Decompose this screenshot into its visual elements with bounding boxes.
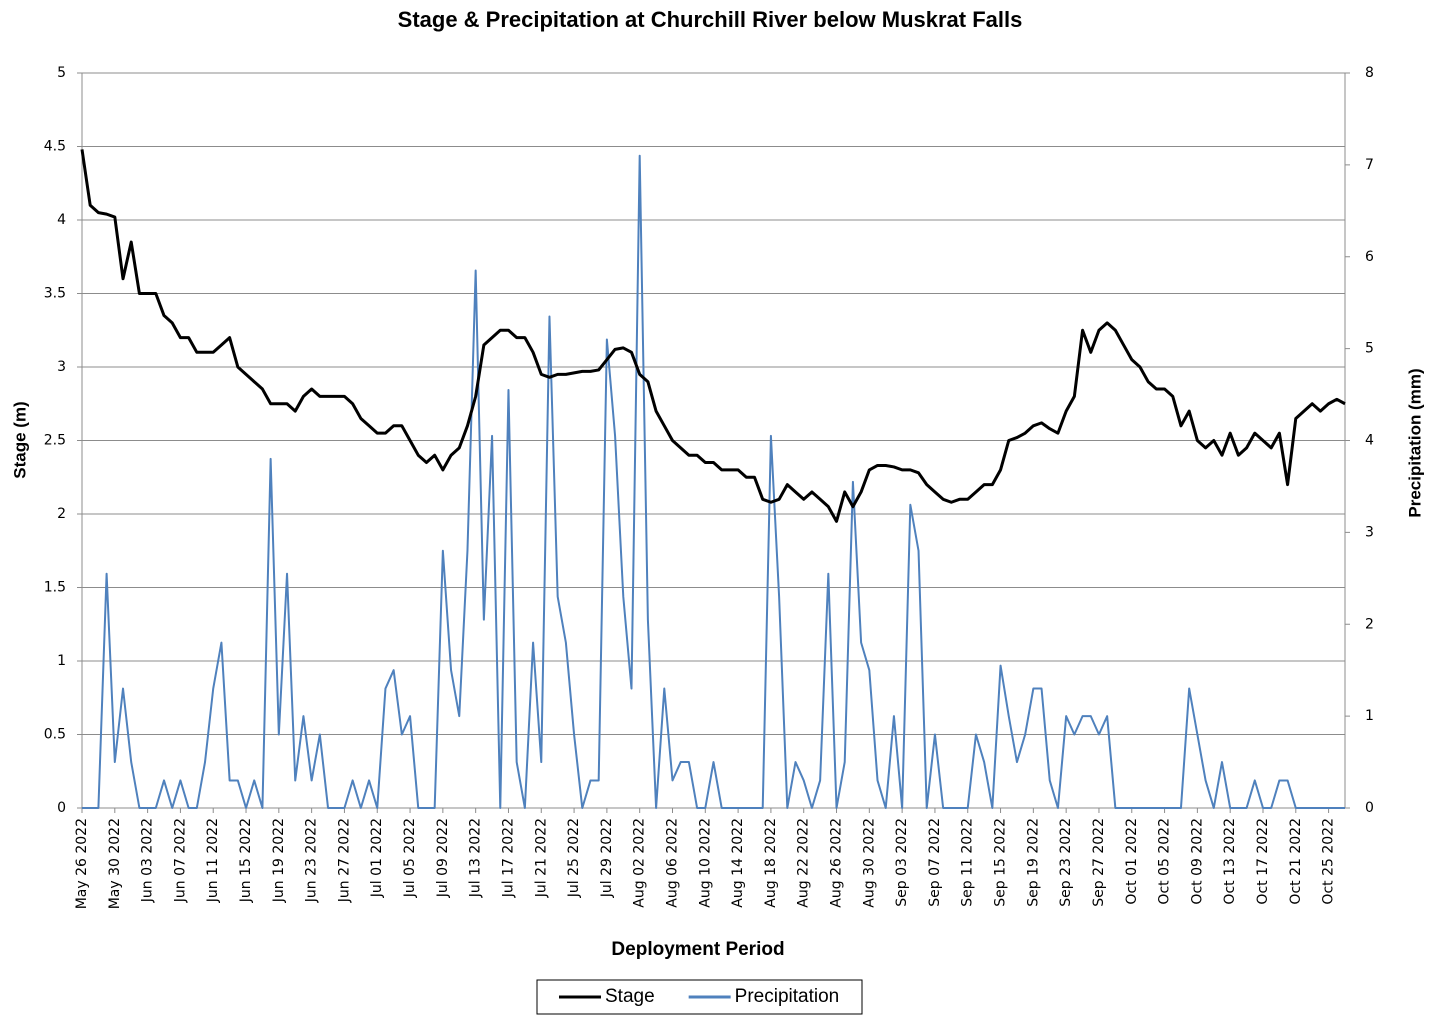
x-tick-label: Sep 11 2022 — [960, 818, 976, 907]
y2-tick-label: 2 — [1365, 616, 1374, 632]
x-tick-label: May 30 2022 — [107, 818, 123, 909]
y2-axis-title: Precipitation (mm) — [1405, 368, 1424, 517]
x-tick-label: Oct 01 2022 — [1124, 818, 1140, 905]
y2-tick-label: 5 — [1365, 341, 1374, 357]
x-tick-label: Jul 29 2022 — [599, 818, 615, 898]
y2-tick-label: 8 — [1365, 65, 1374, 81]
x-tick-label: Jun 03 2022 — [140, 818, 156, 903]
x-tick-label: Jun 19 2022 — [271, 818, 287, 903]
y-tick-label: 1.5 — [44, 580, 66, 596]
chart-title: Stage & Precipitation at Churchill River… — [398, 7, 1023, 32]
x-tick-label: Oct 09 2022 — [1189, 818, 1205, 905]
y-tick-label: 1 — [57, 653, 66, 669]
x-tick-label: Aug 14 2022 — [730, 818, 746, 908]
x-tick-label: Oct 13 2022 — [1222, 818, 1238, 905]
series-line — [82, 154, 1345, 809]
y2-tick-label: 7 — [1365, 157, 1374, 173]
x-tick-label: Sep 27 2022 — [1091, 818, 1107, 907]
x-tick-label: Jul 09 2022 — [435, 818, 451, 898]
x-tick-label: Aug 18 2022 — [763, 818, 779, 908]
x-tick-label: Jun 11 2022 — [205, 818, 221, 903]
x-tick-label: Aug 26 2022 — [829, 818, 845, 908]
y-tick-label: 2 — [57, 506, 66, 522]
x-tick-label: Jun 15 2022 — [238, 818, 254, 903]
y-tick-label: 4 — [57, 212, 66, 228]
x-tick-label: Sep 19 2022 — [1025, 818, 1041, 907]
x-tick-label: Jul 05 2022 — [402, 818, 418, 898]
y-tick-label: 3 — [57, 359, 66, 375]
x-tick-label: May 26 2022 — [74, 818, 90, 909]
legend-label: Stage — [605, 986, 655, 1007]
x-tick-label: Jul 13 2022 — [468, 818, 484, 898]
x-tick-label: Jun 07 2022 — [172, 818, 188, 903]
x-tick-label: Aug 02 2022 — [632, 818, 648, 908]
x-tick-label: Jul 25 2022 — [566, 818, 582, 898]
y-tick-label: 0.5 — [44, 727, 66, 743]
x-tick-label: Sep 07 2022 — [927, 818, 943, 907]
x-tick-label: Jun 23 2022 — [304, 818, 320, 903]
x-tick-label: Jun 27 2022 — [336, 818, 352, 903]
x-tick-label: Oct 05 2022 — [1157, 818, 1173, 905]
y-tick-label: 3.5 — [44, 286, 66, 302]
x-tick-label: Jul 17 2022 — [500, 818, 516, 898]
y-axis-title: Stage (m) — [10, 401, 29, 478]
y2-tick-label: 1 — [1365, 708, 1374, 724]
y-tick-label: 5 — [57, 65, 66, 81]
x-tick-label: Aug 06 2022 — [664, 818, 680, 908]
plot-frame — [81, 72, 1346, 809]
x-tick-label: Oct 21 2022 — [1288, 818, 1304, 905]
x-tick-label: Jul 21 2022 — [533, 818, 549, 898]
y2-tick-label: 0 — [1365, 800, 1374, 816]
y2-tick-label: 4 — [1365, 433, 1374, 449]
x-tick-label: Oct 25 2022 — [1321, 818, 1337, 905]
y2-tick-label: 3 — [1365, 524, 1374, 540]
x-tick-label: Jul 01 2022 — [369, 818, 385, 898]
y-tick-label: 0 — [57, 800, 66, 816]
y-tick-label: 2.5 — [44, 433, 66, 449]
x-axis-title: Deployment Period — [611, 939, 784, 960]
x-tick-label: Sep 15 2022 — [993, 818, 1009, 907]
x-tick-label: Aug 10 2022 — [697, 818, 713, 908]
x-tick-label: Sep 03 2022 — [894, 818, 910, 907]
x-tick-label: Aug 22 2022 — [796, 818, 812, 908]
y2-tick-label: 6 — [1365, 249, 1374, 265]
series-line — [80, 149, 1346, 523]
x-tick-label: Aug 30 2022 — [861, 818, 877, 908]
x-tick-label: Oct 17 2022 — [1255, 818, 1271, 905]
legend-label: Precipitation — [735, 986, 840, 1007]
x-tick-label: Sep 23 2022 — [1058, 818, 1074, 907]
y-tick-label: 4.5 — [44, 139, 66, 155]
